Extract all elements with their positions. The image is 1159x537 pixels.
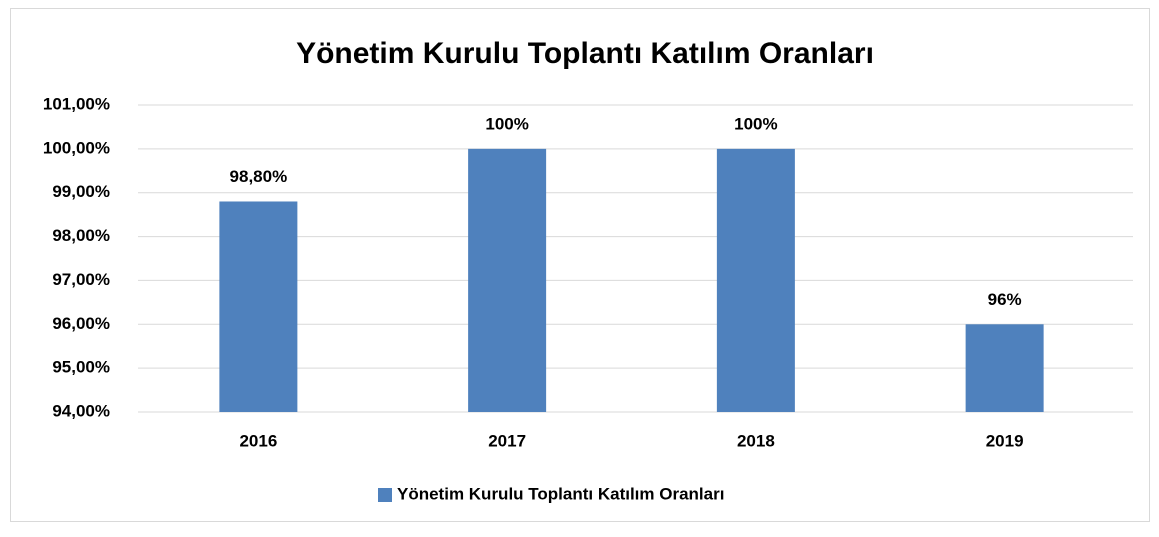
chart-title: Yönetim Kurulu Toplantı Katılım Oranları [296, 37, 874, 70]
x-tick-label: 2018 [737, 431, 775, 450]
x-tick-label: 2019 [986, 431, 1024, 450]
y-tick-label: 98,00% [52, 226, 110, 245]
legend-swatch [378, 488, 392, 502]
bar [965, 324, 1044, 412]
data-label: 100% [734, 114, 777, 133]
x-tick-label: 2017 [488, 431, 526, 450]
bar [716, 148, 795, 412]
y-tick-label: 100,00% [43, 138, 110, 157]
data-label: 96% [988, 290, 1022, 309]
y-tick-label: 97,00% [52, 270, 110, 289]
y-tick-label: 94,00% [52, 401, 110, 420]
data-label: 98,80% [230, 167, 288, 186]
y-tick-label: 96,00% [52, 314, 110, 333]
x-tick-label: 2016 [239, 431, 277, 450]
y-tick-label: 101,00% [43, 94, 110, 113]
y-tick-label: 99,00% [52, 182, 110, 201]
y-tick-label: 95,00% [52, 358, 110, 377]
chart-border [10, 8, 1150, 522]
legend-label: Yönetim Kurulu Toplantı Katılım Oranları [397, 484, 724, 503]
data-label: 100% [485, 114, 528, 133]
bar [219, 201, 298, 412]
bar [468, 148, 547, 412]
